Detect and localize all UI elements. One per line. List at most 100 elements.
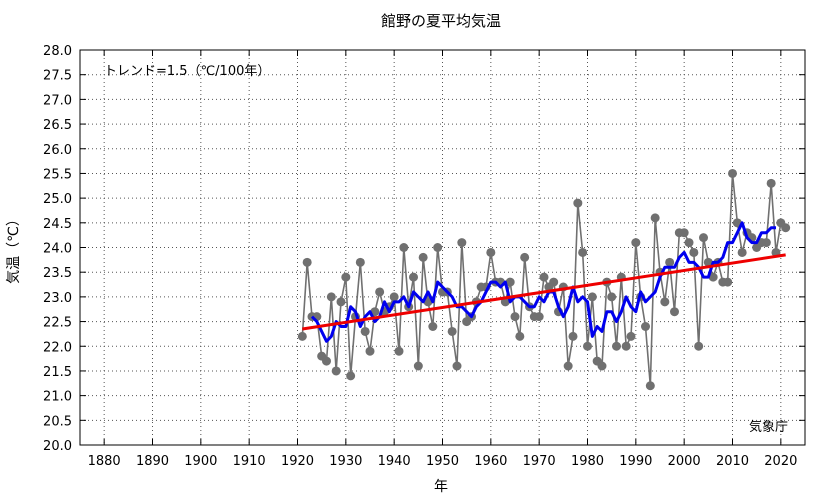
annual-point — [723, 277, 733, 287]
annual-point — [650, 213, 660, 223]
grid — [80, 50, 805, 445]
annual-point — [670, 307, 679, 317]
annual-point — [452, 361, 462, 371]
annual-point — [365, 346, 375, 356]
y-tick-label: 21.5 — [43, 365, 72, 380]
annual-point — [418, 252, 428, 262]
x-tick-label: 1890 — [136, 454, 169, 469]
annual-point — [399, 243, 409, 252]
annual-point — [413, 361, 423, 371]
annual-point — [360, 326, 370, 336]
annual-point — [612, 341, 621, 351]
y-tick-label: 24.0 — [43, 242, 72, 257]
annual-point — [534, 312, 544, 322]
y-tick-label: 23.0 — [43, 291, 72, 306]
annual-point — [568, 331, 578, 341]
annual-point — [631, 238, 641, 248]
y-tick-label: 28.0 — [43, 44, 72, 59]
x-tick-label: 1900 — [184, 454, 217, 469]
annual-point — [708, 272, 718, 282]
annual-point — [409, 272, 418, 282]
y-axis-label: 気温（℃） — [6, 212, 22, 284]
annual-point — [539, 272, 549, 282]
x-tick-label: 1930 — [329, 454, 362, 469]
annual-point — [346, 371, 356, 381]
x-axis: 1880 1890 1900 1910 1920 1930 1940 1950 1960 1970… — [88, 50, 797, 469]
y-tick-label: 25.0 — [43, 192, 72, 207]
annual-point — [433, 243, 443, 252]
annual-point — [341, 272, 351, 282]
annual-point — [510, 312, 520, 322]
annual-point — [336, 297, 346, 307]
annual-point — [297, 331, 307, 341]
y-tick-label: 22.0 — [43, 340, 72, 355]
y-tick-label: 27.0 — [43, 93, 72, 108]
series-layer — [297, 168, 791, 391]
y-tick-label: 23.5 — [43, 266, 72, 281]
y-tick-label: 26.0 — [43, 143, 72, 158]
annual-point — [597, 361, 607, 371]
annual-point — [389, 292, 399, 302]
trend-line — [302, 253, 786, 331]
annual-point — [520, 252, 530, 262]
y-tick-label: 20.0 — [43, 439, 72, 454]
y-axis: 20.0 20.5 21.0 21.5 22.0 22.5 23.0 23.5 24.0 24.5… — [43, 44, 805, 454]
annual-point — [781, 223, 791, 233]
annual-point — [302, 257, 312, 267]
x-tick-label: 2010 — [716, 454, 749, 469]
annual-point — [699, 233, 708, 243]
y-tick-label: 22.5 — [43, 316, 72, 331]
annual-point — [505, 277, 515, 287]
annual-point — [694, 341, 704, 351]
annual-point — [331, 366, 341, 376]
x-tick-label: 1970 — [523, 454, 556, 469]
annual-point — [583, 341, 592, 351]
annual-point — [689, 247, 699, 257]
annual-point — [563, 361, 573, 371]
annual-point — [737, 247, 747, 257]
annual-point — [322, 356, 331, 366]
x-tick-label: 1880 — [88, 454, 121, 469]
x-tick-label: 1950 — [426, 454, 459, 469]
annual-point — [761, 238, 771, 248]
annual-point — [660, 297, 670, 307]
source-label: 気象庁 — [749, 419, 788, 435]
y-tick-label: 21.0 — [43, 390, 72, 405]
x-tick-label: 1960 — [474, 454, 507, 469]
x-tick-label: 1910 — [233, 454, 266, 469]
annual-point — [573, 198, 583, 208]
annual-point — [326, 292, 336, 302]
annual-point — [457, 238, 467, 248]
x-tick-label: 1940 — [378, 454, 411, 469]
trend-annotation: トレンド=1.5（℃/100年） — [104, 64, 270, 79]
annual-point — [375, 287, 385, 297]
annual-point — [587, 292, 597, 302]
annual-point — [578, 247, 588, 257]
annual-point — [684, 238, 694, 248]
x-tick-label: 2000 — [668, 454, 701, 469]
annual-point — [607, 292, 617, 302]
y-tick-label: 24.5 — [43, 217, 72, 232]
annual-point — [447, 326, 457, 336]
chart-title: 館野の夏平均気温 — [381, 12, 501, 30]
annual-point — [515, 331, 525, 341]
annual-point — [728, 168, 737, 178]
y-tick-label: 26.5 — [43, 118, 72, 133]
annual-point — [679, 228, 689, 238]
annual-point — [641, 322, 650, 331]
annual-point — [703, 257, 713, 267]
annual-point — [428, 322, 438, 331]
annual-point — [645, 381, 655, 391]
annual-point — [665, 257, 675, 267]
x-tick-label: 2020 — [764, 454, 797, 469]
annual-point — [486, 247, 496, 257]
y-tick-label: 20.5 — [43, 414, 72, 429]
annual-point — [394, 346, 404, 356]
annual-point — [549, 277, 559, 287]
annual-point — [355, 257, 365, 267]
x-tick-label: 1990 — [619, 454, 652, 469]
annual-point — [621, 341, 631, 351]
annual-point — [626, 331, 636, 341]
annual-point — [766, 178, 776, 188]
